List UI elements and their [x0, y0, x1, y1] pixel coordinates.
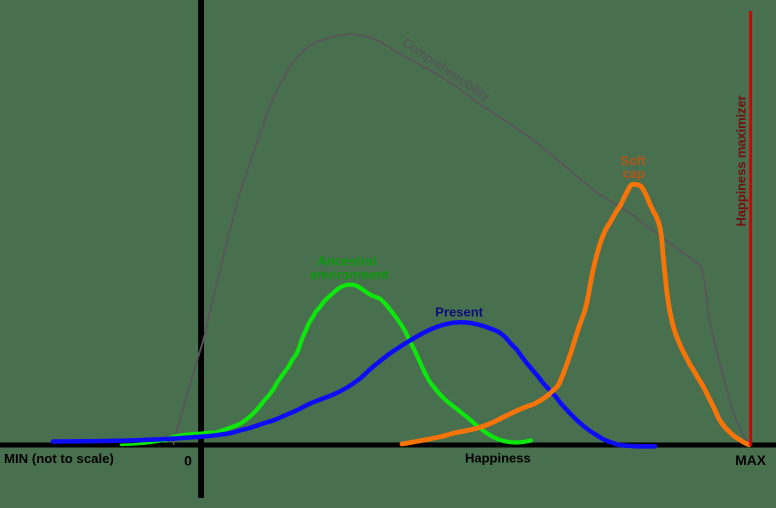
svg-text:MAX: MAX [735, 453, 766, 468]
svg-text:cap: cap [623, 166, 645, 181]
svg-text:Present: Present [435, 305, 483, 320]
svg-text:0: 0 [184, 452, 192, 468]
svg-text:Soft: Soft [621, 153, 647, 168]
svg-text:Ancestral: Ancestral [317, 254, 376, 269]
svg-text:environment: environment [310, 267, 389, 282]
svg-text:MIN (not to scale): MIN (not to scale) [4, 451, 114, 466]
svg-text:Happiness: Happiness [465, 451, 531, 466]
svg-text:Happiness maximizer: Happiness maximizer [733, 95, 748, 226]
